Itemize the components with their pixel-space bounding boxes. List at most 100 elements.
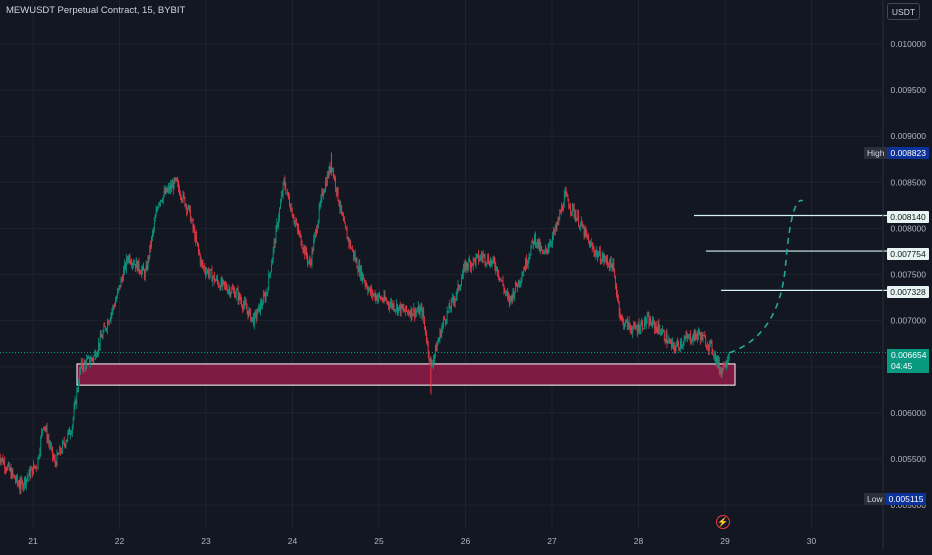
candle-body bbox=[87, 357, 88, 360]
candle-body bbox=[346, 230, 348, 240]
candle-body bbox=[165, 188, 167, 194]
candle-body bbox=[624, 325, 625, 328]
candle-body bbox=[450, 308, 452, 310]
candle-body bbox=[586, 233, 588, 235]
candle-body bbox=[146, 265, 148, 269]
candle-body bbox=[628, 321, 630, 327]
candle-body bbox=[447, 311, 449, 312]
candle-body bbox=[678, 343, 680, 348]
candle-body bbox=[705, 337, 707, 347]
candle-body bbox=[562, 206, 563, 210]
candle-body bbox=[525, 259, 526, 270]
candle-body bbox=[572, 204, 574, 208]
candle-body bbox=[408, 311, 409, 314]
candle-body bbox=[565, 191, 567, 195]
candle-body bbox=[259, 304, 261, 312]
candle-body bbox=[659, 328, 661, 334]
bolt-icon[interactable]: ⚡ bbox=[716, 515, 730, 529]
candle-body bbox=[699, 331, 700, 335]
candle-body bbox=[394, 309, 396, 311]
candle-body bbox=[396, 304, 398, 310]
candle-body bbox=[376, 295, 378, 301]
candle-body bbox=[2, 457, 4, 464]
candle-body bbox=[136, 260, 138, 271]
chart-title: MEWUSDT Perpetual Contract, 15, BYBIT bbox=[6, 5, 186, 16]
candle-body bbox=[275, 227, 277, 244]
candle-body bbox=[577, 214, 579, 219]
candle-body bbox=[490, 260, 492, 264]
candle-body bbox=[159, 203, 161, 204]
candle-body bbox=[344, 223, 346, 228]
candle-body bbox=[485, 262, 487, 264]
time-axis[interactable]: 21 22 23 24 25 26 27 28 29 30 bbox=[28, 536, 816, 546]
candle-body bbox=[499, 278, 501, 280]
candle-body bbox=[497, 267, 498, 275]
candle-body bbox=[120, 279, 122, 288]
candle-body bbox=[467, 266, 469, 268]
candle-body bbox=[471, 263, 473, 266]
candle-body bbox=[204, 266, 206, 271]
candle-body bbox=[644, 317, 645, 329]
candle-body bbox=[62, 442, 63, 452]
candle-body bbox=[333, 169, 334, 178]
candle-body bbox=[116, 297, 117, 302]
candle-body bbox=[463, 263, 465, 268]
candle-body bbox=[308, 260, 310, 262]
candle-body bbox=[712, 351, 714, 355]
candle-body bbox=[27, 476, 29, 478]
candle-body bbox=[605, 257, 607, 260]
level-flag-3[interactable]: 0.007328 bbox=[887, 286, 929, 298]
candle-body bbox=[493, 257, 495, 262]
candle-body bbox=[80, 361, 82, 368]
level-flag-2[interactable]: 0.007754 bbox=[887, 248, 929, 260]
candle-body bbox=[328, 166, 330, 177]
price-axis[interactable]: 0.010000 0.009500 0.009000 0.008500 0.008000… bbox=[891, 39, 927, 510]
candle-body bbox=[371, 289, 373, 296]
candle-body bbox=[673, 344, 675, 349]
candle-body bbox=[725, 365, 726, 367]
candle-body bbox=[479, 259, 480, 261]
projection-path[interactable] bbox=[729, 199, 804, 354]
candle-body bbox=[279, 208, 280, 219]
level-flag-1[interactable]: 0.008140 bbox=[887, 211, 929, 223]
candle-body bbox=[353, 249, 354, 257]
candle-body bbox=[231, 288, 233, 293]
candle-body bbox=[133, 263, 134, 265]
candle-body bbox=[589, 240, 590, 248]
candle-body bbox=[697, 334, 698, 339]
candle-body bbox=[327, 174, 329, 177]
candle-body bbox=[91, 357, 93, 359]
candle-body bbox=[620, 316, 622, 318]
candle-body bbox=[28, 470, 30, 477]
candle-body bbox=[255, 312, 257, 318]
candle-body bbox=[326, 174, 328, 186]
candle-body bbox=[722, 367, 724, 370]
candle-body bbox=[639, 330, 641, 332]
candle-body bbox=[444, 318, 445, 320]
candle-body bbox=[700, 332, 702, 341]
candle-body bbox=[579, 226, 580, 227]
candle-body bbox=[662, 330, 663, 334]
candle-body bbox=[95, 352, 97, 358]
candle-body bbox=[362, 274, 363, 280]
support-zone[interactable] bbox=[76, 363, 736, 386]
candle-body bbox=[714, 353, 716, 357]
candle-body bbox=[310, 263, 312, 265]
candle-body bbox=[617, 294, 618, 298]
candle-body bbox=[12, 470, 14, 475]
y-tick-label: 0.006000 bbox=[891, 408, 927, 418]
candle-body bbox=[38, 456, 40, 458]
currency-unit-button[interactable]: USDT bbox=[887, 3, 920, 20]
candle-body bbox=[298, 228, 299, 234]
candle-body bbox=[156, 209, 158, 211]
level-lines[interactable] bbox=[694, 214, 887, 291]
candle-body bbox=[571, 211, 572, 212]
candle-body bbox=[530, 247, 532, 256]
candle-body bbox=[598, 254, 599, 258]
candle-body bbox=[591, 244, 593, 248]
candle-body bbox=[162, 200, 163, 202]
candle-body bbox=[435, 345, 437, 352]
candle-body bbox=[604, 259, 606, 262]
